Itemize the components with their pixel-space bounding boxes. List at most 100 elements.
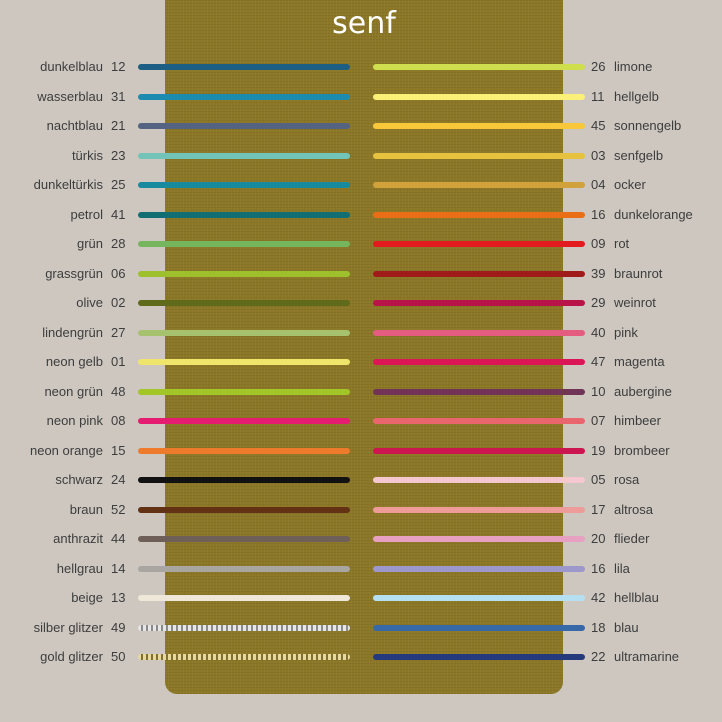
right-color-number: 16 [591, 560, 606, 576]
right-color-number: 19 [591, 442, 606, 458]
left-color-cord [138, 536, 350, 542]
right-color-number: 45 [591, 118, 606, 133]
right-color-number: 07 [591, 413, 606, 428]
left-color-cord [138, 565, 350, 572]
left-color-number: 48 [111, 383, 126, 399]
left-color-number: 44 [111, 531, 126, 546]
left-color-name: braun [69, 501, 103, 517]
right-color-cord [373, 300, 585, 306]
right-color-cord [373, 447, 585, 454]
left-color-cord [138, 506, 350, 513]
left-color-name: silber glitzer [33, 619, 103, 635]
right-color-cord [373, 388, 585, 395]
left-color-name: nachtblau [46, 118, 103, 133]
right-color-cord [373, 418, 585, 424]
left-color-cord [138, 211, 350, 218]
left-color-cord [138, 241, 350, 247]
left-color-number: 52 [111, 501, 126, 517]
right-color-number: 26 [591, 59, 606, 74]
left-color-number: 01 [111, 354, 126, 369]
right-color-name: flieder [614, 531, 650, 546]
left-color-number: 28 [111, 236, 126, 251]
right-color-cord [373, 329, 585, 336]
right-color-name: hellblau [614, 590, 659, 605]
left-color-name: grün [76, 236, 103, 251]
left-color-number: 27 [111, 324, 126, 340]
left-color-name: anthrazit [53, 531, 103, 546]
right-color-name: aubergine [614, 383, 672, 399]
right-color-number: 10 [591, 383, 606, 399]
right-color-cord [373, 93, 585, 100]
left-color-number: 02 [111, 295, 126, 310]
left-color-cord [138, 64, 350, 70]
left-color-number: 08 [111, 413, 126, 428]
right-color-number: 03 [591, 147, 606, 163]
left-color-name: neon gelb [45, 354, 103, 369]
right-color-cord [373, 595, 585, 601]
left-color-cord [138, 595, 350, 601]
left-color-cord [138, 123, 350, 129]
right-color-name: altrosa [614, 501, 654, 517]
right-color-cord [373, 565, 585, 572]
left-color-cord [138, 93, 350, 100]
left-color-number: 25 [111, 177, 126, 192]
left-color-cord [138, 182, 350, 188]
right-color-name: senfgelb [614, 147, 664, 163]
right-color-number: 09 [591, 236, 606, 251]
right-color-cord [373, 182, 585, 188]
right-color-number: 40 [591, 324, 606, 340]
right-color-name: hellgelb [614, 88, 659, 104]
right-color-number: 20 [591, 531, 606, 546]
right-color-number: 11 [591, 88, 605, 104]
right-color-number: 29 [591, 295, 606, 310]
right-color-number: 17 [591, 501, 606, 517]
left-color-cord [138, 270, 350, 277]
left-color-number: 31 [111, 88, 126, 104]
left-color-number: 13 [111, 590, 126, 605]
right-color-cord [373, 359, 585, 365]
left-color-cord [138, 359, 350, 365]
right-color-number: 42 [591, 590, 606, 605]
page-title: senf [332, 6, 396, 41]
left-color-cord [138, 388, 350, 395]
left-color-cord [138, 329, 350, 336]
right-color-name: braunrot [614, 265, 663, 281]
left-color-number: 15 [111, 442, 126, 458]
right-color-number: 47 [591, 354, 606, 369]
mustard-fabric-panel [165, 0, 563, 694]
left-color-number: 41 [111, 206, 126, 222]
left-color-name: dunkeltürkis [33, 177, 103, 192]
right-color-name: limone [614, 59, 653, 74]
left-color-name: grassgrün [45, 265, 103, 281]
left-color-number: 06 [111, 265, 126, 281]
right-color-cord [373, 64, 585, 70]
left-color-cord [138, 654, 350, 660]
right-color-number: 18 [591, 619, 606, 635]
right-color-name: dunkelorange [614, 206, 693, 222]
left-color-name: petrol [70, 206, 103, 222]
left-color-name: beige [71, 590, 103, 605]
right-color-cord [373, 152, 585, 159]
left-color-name: hellgrau [56, 560, 103, 576]
left-color-number: 14 [111, 560, 126, 576]
right-color-name: magenta [614, 354, 665, 369]
left-color-number: 23 [111, 147, 126, 163]
left-color-name: neon grün [44, 383, 103, 399]
right-color-name: ultramarine [614, 649, 680, 664]
left-color-number: 49 [111, 619, 126, 635]
right-color-number: 16 [591, 206, 606, 222]
left-color-name: neon orange [29, 442, 103, 458]
left-color-name: olive [76, 295, 103, 310]
right-color-name: weinrot [614, 295, 656, 310]
right-color-cord [373, 477, 585, 483]
right-color-name: brombeer [614, 442, 670, 458]
right-color-cord [373, 624, 585, 631]
left-color-cord [138, 152, 350, 159]
right-color-cord [373, 654, 585, 660]
left-color-number: 21 [111, 118, 126, 133]
right-color-name: himbeer [614, 413, 661, 428]
right-color-name: pink [614, 324, 638, 340]
right-color-name: rot [614, 236, 630, 251]
right-color-name: blau [614, 619, 639, 635]
left-color-name: dunkelblau [40, 59, 103, 74]
